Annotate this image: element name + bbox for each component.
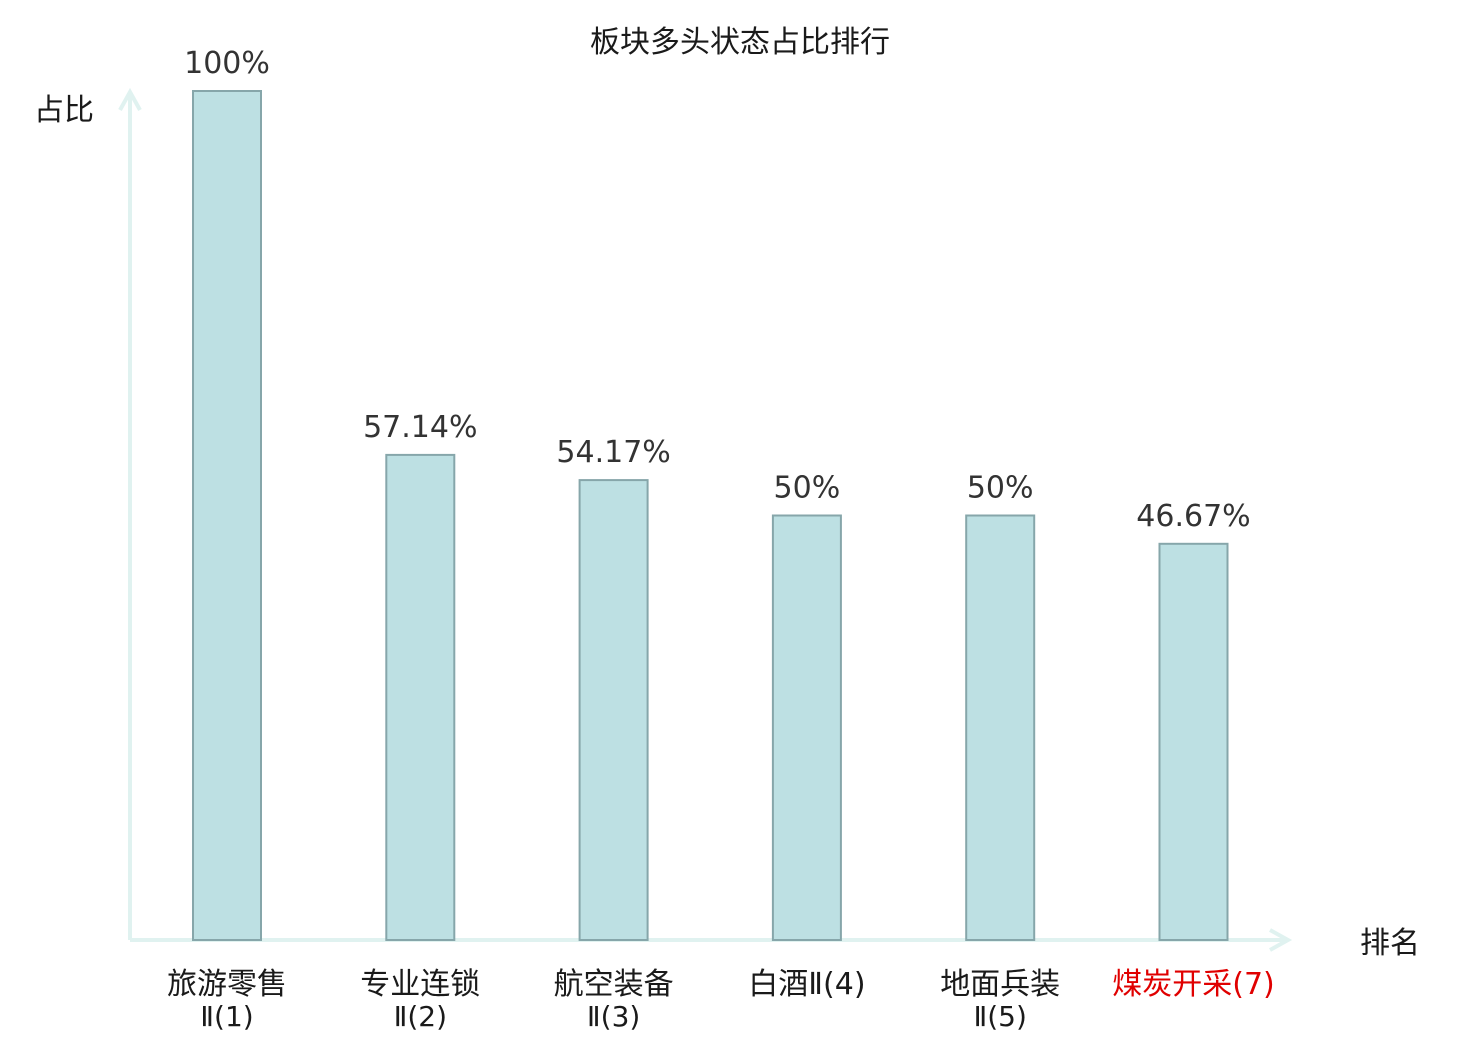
bar <box>578 479 649 941</box>
category-label: 煤炭开采(7) <box>1112 967 1275 1002</box>
category-label-rank: Ⅱ(1) <box>200 1000 253 1033</box>
bars-group <box>192 90 1229 941</box>
y-axis-label: 占比 <box>34 93 94 128</box>
bar-value-label: 46.67% <box>1136 499 1250 534</box>
category-label-rank: Ⅱ(2) <box>394 1000 447 1033</box>
y-axis-arrow <box>118 87 142 111</box>
category-label: 白酒Ⅱ(4) <box>748 967 865 1002</box>
axes <box>118 87 1293 952</box>
bar-value-label: 50% <box>774 471 841 506</box>
category-label: 航空装备 <box>554 967 674 1002</box>
x-axis-label: 排名 <box>1360 926 1420 961</box>
bar <box>1158 542 1229 941</box>
bar-value-label: 54.17% <box>556 435 670 470</box>
bar-value-label: 50% <box>967 471 1034 506</box>
category-label: 地面兵装 <box>940 967 1060 1002</box>
value-labels-group: 100% 57.14% 54.17% 50% 50% 46.67% <box>184 46 1251 534</box>
category-label: 旅游零售 <box>167 967 287 1002</box>
bar <box>771 514 842 941</box>
x-axis-arrow <box>1269 928 1293 952</box>
category-label-rank: Ⅱ(5) <box>973 1000 1026 1033</box>
bar <box>192 90 262 941</box>
bar-value-label: 100% <box>184 46 270 81</box>
bar <box>965 514 1036 941</box>
category-label: 专业连锁 <box>360 967 480 1002</box>
chart-title: 板块多头状态占比排行 <box>590 25 890 60</box>
category-label-rank: Ⅱ(3) <box>587 1000 640 1033</box>
bar <box>385 453 456 941</box>
bar-value-label: 57.14% <box>363 410 477 445</box>
